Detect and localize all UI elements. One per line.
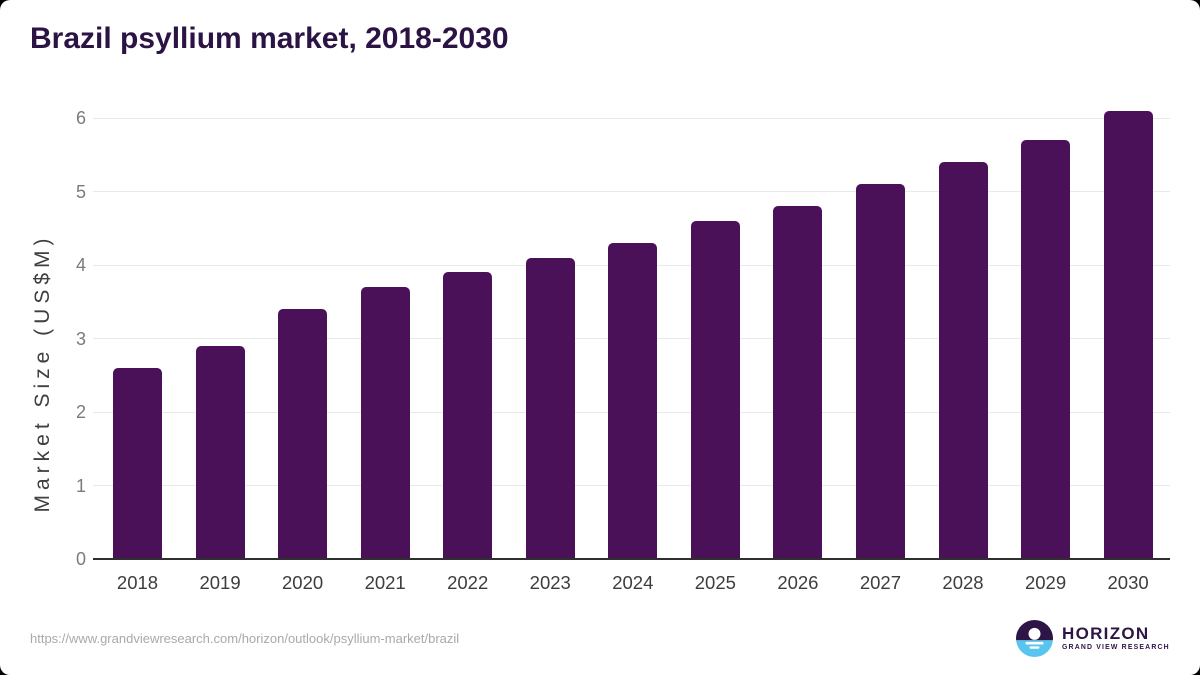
chart-title: Brazil psyllium market, 2018-2030 (30, 22, 509, 55)
bar-2019 (195, 345, 245, 559)
bar-2029 (1021, 140, 1071, 559)
horizon-logo-icon (1016, 620, 1053, 657)
x-axis-tick-label: 2022 (447, 572, 489, 593)
y-axis-tick-label: 2 (75, 402, 86, 422)
x-axis-tick-label: 2020 (282, 572, 324, 593)
y-axis-tick-label: 4 (75, 255, 86, 275)
logo-text: HORIZON GRAND VIEW RESEARCH (1062, 625, 1170, 652)
logo-brand: HORIZON (1062, 623, 1150, 643)
logo-sub-brand: GRAND VIEW RESEARCH (1062, 644, 1170, 652)
bar-2023 (525, 257, 575, 559)
x-axis-tick-label: 2024 (612, 572, 654, 593)
x-axis-tick-label: 2028 (942, 572, 984, 593)
x-axis-tick-label: 2025 (694, 572, 736, 593)
x-axis-tick-label: 2026 (777, 572, 819, 593)
y-axis-title: Market Size (US$M) (31, 233, 54, 513)
horizon-logo: HORIZON GRAND VIEW RESEARCH (1016, 620, 1170, 657)
x-axis-tick-label: 2023 (529, 572, 571, 593)
bar-2025 (690, 220, 740, 559)
bar-2022 (443, 272, 493, 559)
x-axis-tick-label: 2021 (364, 572, 406, 593)
y-axis-tick-label: 5 (75, 181, 86, 202)
bar-2020 (278, 309, 328, 559)
source-url: https://www.grandviewresearch.com/horizo… (30, 631, 460, 646)
bar-2030 (1103, 110, 1153, 559)
x-axis-line (93, 558, 1170, 560)
gridline (93, 191, 1170, 192)
y-axis-tick-label: 3 (75, 328, 86, 349)
y-axis-tick-label: 0 (75, 549, 86, 569)
x-axis-tick-label: 2027 (859, 572, 902, 593)
x-axis-tick-label: 2030 (1107, 572, 1149, 593)
bar-2027 (855, 184, 905, 559)
y-axis-tick-label: 1 (75, 475, 86, 496)
bar-2018 (113, 367, 162, 559)
bar-2024 (608, 242, 658, 559)
x-axis-tick-label: 2018 (116, 572, 159, 593)
bar-2021 (360, 287, 410, 559)
gridline (93, 117, 1170, 119)
bar-2028 (938, 162, 988, 559)
x-axis-tick-label: 2019 (199, 572, 241, 593)
x-axis-tick-label: 2029 (1024, 572, 1067, 593)
bar-2026 (773, 206, 823, 559)
y-axis-tick-label: 6 (75, 108, 86, 128)
